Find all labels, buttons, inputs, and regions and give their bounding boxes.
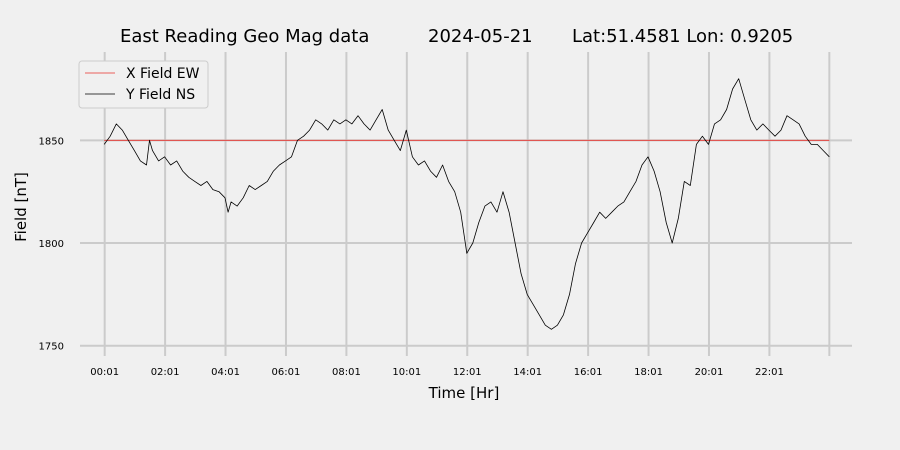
x-tick-labels: 00:01 02:01 04:01 06:01 08:01 10:01 12:01 14:01… bbox=[90, 367, 784, 378]
x-tick-label-1: 02:01 bbox=[151, 367, 180, 378]
y-tick-label-0: 1750 bbox=[39, 342, 64, 353]
chart-title-date: 2024-05-21 bbox=[428, 26, 533, 47]
legend-label-y-field: Y Field NS bbox=[125, 87, 195, 103]
legend-label-x-field: X Field EW bbox=[126, 66, 200, 82]
x-tick-label-2: 04:01 bbox=[211, 367, 240, 378]
chart-title-location: Lat:51.4581 Lon: 0.9205 bbox=[572, 26, 793, 47]
x-tick-label-6: 12:01 bbox=[453, 367, 482, 378]
x-tick-label-0: 00:01 bbox=[90, 367, 119, 378]
x-axis-label: Time [Hr] bbox=[428, 384, 500, 402]
x-tick-label-3: 06:01 bbox=[272, 367, 301, 378]
series-layer bbox=[103, 78, 830, 330]
x-tick-label-4: 08:01 bbox=[332, 367, 361, 378]
series-line-y-field-ns bbox=[103, 78, 830, 330]
x-tick-label-9: 18:01 bbox=[634, 367, 663, 378]
x-tick-label-5: 10:01 bbox=[392, 367, 421, 378]
y-tick-label-2: 1850 bbox=[39, 136, 64, 147]
y-axis-label: Field [nT] bbox=[12, 172, 30, 242]
x-tick-label-10: 20:01 bbox=[695, 367, 724, 378]
x-tick-label-8: 16:01 bbox=[574, 367, 603, 378]
legend: X Field EW Y Field NS bbox=[78, 60, 209, 109]
x-tick-label-7: 14:01 bbox=[513, 367, 542, 378]
y-tick-label-1: 1800 bbox=[39, 239, 64, 250]
y-tick-labels: 1750 1800 1850 bbox=[39, 136, 64, 352]
x-tick-label-11: 22:01 bbox=[755, 367, 784, 378]
chart-title-main: East Reading Geo Mag data bbox=[120, 26, 369, 47]
